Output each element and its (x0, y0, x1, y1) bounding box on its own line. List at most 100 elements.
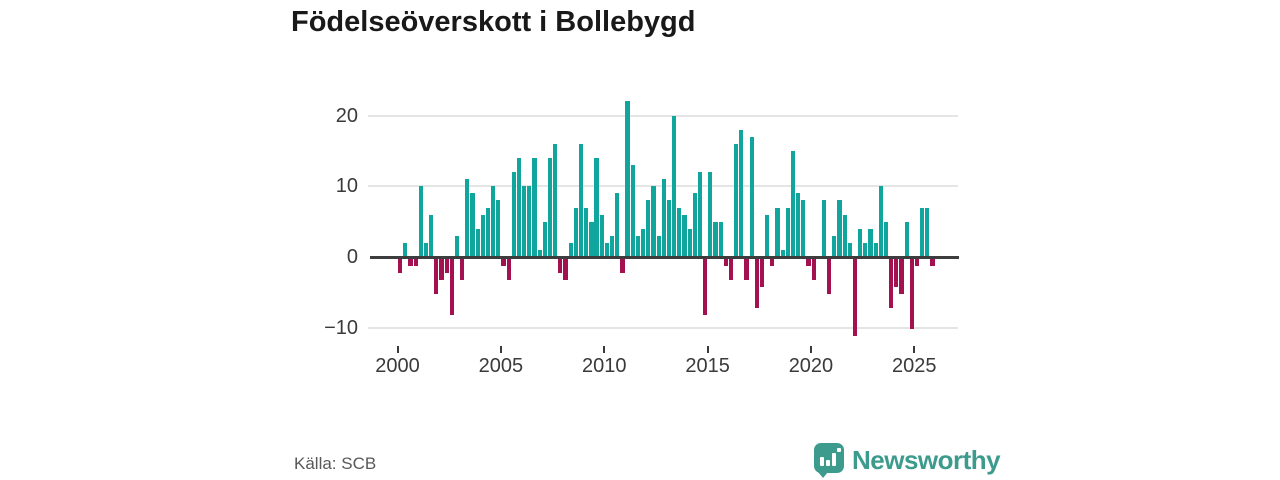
bar-2012-q3 (656, 235, 661, 257)
bar-2001-q4 (434, 258, 439, 294)
bar-2019-q1 (790, 150, 796, 257)
bar-2017-q3 (759, 258, 765, 287)
bar-2020-q4 (827, 258, 832, 294)
bar-2011-q3 (635, 235, 640, 257)
bar-2005-q2 (506, 258, 511, 280)
bar-2021-q2 (837, 200, 842, 257)
x-axis-tick-label: 2020 (788, 355, 834, 377)
bar-2015-q2 (713, 221, 718, 257)
bar-2023-q2 (878, 186, 883, 257)
bar-2013-q3 (677, 207, 682, 257)
y-axis-tick-label: 0 (346, 246, 358, 268)
bar-2023-q3 (883, 221, 889, 257)
bar-2002-q1 (439, 258, 444, 280)
bar-2024-q4 (909, 258, 914, 330)
bar-2002-q3 (449, 258, 454, 316)
bar-2011-q4 (640, 228, 646, 257)
bar-2019-q2 (796, 193, 801, 257)
bar-2003-q4 (475, 228, 480, 257)
bar-2010-q2 (609, 235, 615, 257)
bar-2021-q4 (847, 242, 852, 257)
bar-2020-q3 (821, 200, 827, 257)
bar-2004-q2 (485, 207, 491, 257)
bar-2015-q1 (708, 172, 713, 257)
bar-2016-q1 (728, 258, 734, 280)
bar-2014-q1 (687, 228, 692, 257)
bar-2021-q1 (832, 235, 837, 257)
bar-2023-q4 (889, 258, 894, 308)
bar-2007-q1 (542, 221, 547, 257)
bar-2019-q4 (806, 258, 811, 266)
x-axis-tick-mark (913, 346, 916, 353)
bar-2022-q2 (858, 228, 863, 257)
x-axis-tick-mark (396, 346, 399, 353)
bar-2018-q3 (780, 249, 785, 257)
x-axis-tick-label: 2005 (478, 355, 524, 377)
bar-2017-q4 (765, 214, 770, 257)
bar-2007-q4 (558, 258, 563, 273)
bar-2010-q1 (604, 242, 609, 257)
x-axis-tick-label: 2010 (581, 355, 627, 377)
bar-2000-q1 (398, 258, 403, 273)
bar-2025-q2 (920, 207, 925, 257)
gridline-y-10 (368, 326, 958, 329)
bar-2025-q1 (914, 258, 920, 266)
bar-2005-q4 (516, 158, 522, 257)
bar-2012-q4 (661, 179, 666, 257)
bar-2007-q2 (547, 158, 553, 257)
bar-2014-q2 (692, 193, 697, 257)
bar-2024-q3 (904, 221, 909, 257)
x-axis-tick-mark (499, 346, 502, 353)
bar-2009-q4 (599, 214, 604, 257)
bar-2015-q3 (718, 221, 723, 257)
bar-2006-q4 (537, 249, 542, 257)
bar-2008-q1 (563, 258, 568, 280)
bar-2014-q3 (697, 172, 703, 257)
bar-2009-q3 (594, 158, 599, 257)
bar-2005-q1 (501, 258, 506, 266)
bar-2002-q4 (454, 235, 460, 257)
y-axis-tick-label: −10 (324, 316, 358, 339)
bar-2009-q2 (589, 221, 594, 257)
bar-2013-q4 (682, 214, 687, 257)
bar-2003-q3 (470, 193, 475, 257)
bar-2018-q2 (775, 207, 780, 257)
bar-2013-q1 (666, 200, 672, 257)
bar-2022-q3 (863, 242, 868, 257)
bar-2008-q3 (573, 207, 578, 257)
bar-2008-q2 (568, 242, 573, 257)
bar-2017-q2 (754, 258, 759, 308)
newsworthy-wordmark: Newsworthy (852, 445, 1001, 475)
x-axis-tick-label: 2000 (375, 355, 420, 377)
x-axis-tick-label: 2015 (685, 355, 730, 377)
bar-2021-q3 (842, 214, 847, 257)
bar-2006-q2 (527, 186, 532, 257)
bar-2013-q2 (672, 115, 677, 257)
bar-2017-q1 (749, 136, 754, 257)
newsworthy-logo: Newsworthy (814, 443, 1001, 479)
bar-2016-q2 (734, 143, 739, 257)
bar-2011-q2 (630, 165, 635, 257)
bar-2004-q1 (480, 214, 485, 257)
bar-2018-q4 (785, 207, 790, 257)
bar-2011-q1 (625, 101, 630, 257)
bar-2019-q3 (801, 200, 806, 257)
bar-2016-q3 (739, 129, 744, 257)
bar-2000-q2 (403, 242, 408, 257)
bar-2005-q3 (511, 172, 516, 257)
bar-2010-q3 (615, 193, 620, 257)
x-axis-tick-mark (809, 346, 812, 353)
chart-title: Födelseöverskott i Bollebygd (291, 6, 696, 38)
x-axis-tick-mark (603, 346, 606, 353)
bar-2022-q1 (852, 258, 858, 337)
zero-axis-line (370, 255, 959, 259)
bar-2000-q4 (413, 258, 418, 266)
bar-2001-q2 (423, 242, 429, 257)
gridline-y20 (368, 114, 958, 117)
bar-2003-q2 (465, 179, 470, 257)
bar-2006-q1 (522, 186, 527, 257)
bar-2014-q4 (703, 258, 708, 316)
bar-2001-q3 (429, 214, 434, 257)
x-axis-tick-label: 2025 (892, 355, 937, 377)
